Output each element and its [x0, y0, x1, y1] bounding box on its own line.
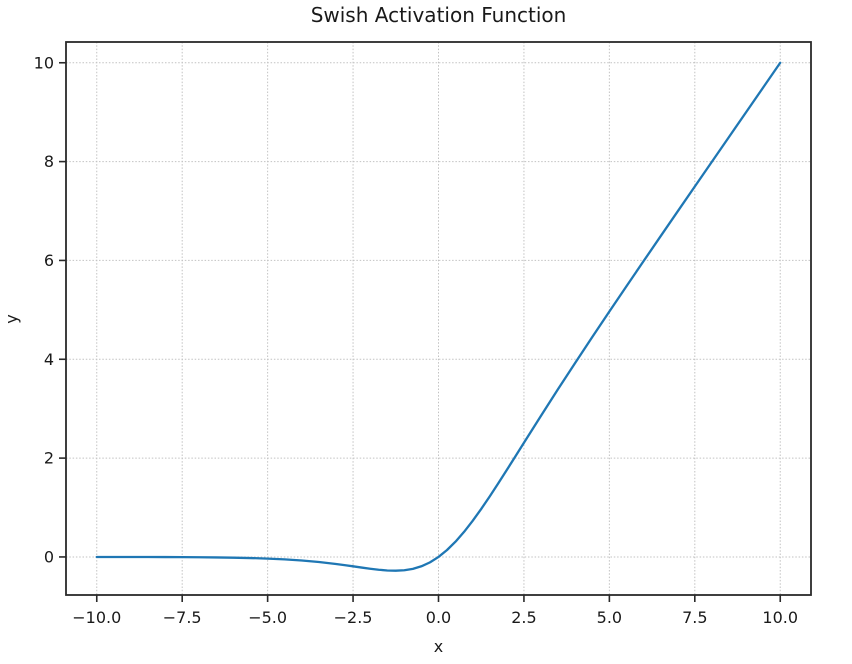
series-line-swish [95, 61, 782, 572]
y-tick-label: 4 [44, 350, 54, 369]
x-tick-label: 10.0 [762, 608, 798, 627]
y-axis-label: y [1, 314, 21, 324]
x-tick-label: −5.0 [248, 608, 287, 627]
y-tick-label: 2 [44, 449, 54, 468]
x-tick-label: −7.5 [163, 608, 202, 627]
x-tick-label: 2.5 [511, 608, 536, 627]
y-tick-label: 6 [44, 251, 54, 270]
axes-spines [65, 41, 812, 596]
x-tick-label: −10.0 [72, 608, 121, 627]
chart-title: Swish Activation Function [310, 3, 567, 27]
y-tick-label: 0 [44, 547, 54, 566]
x-tick-label: 0.0 [426, 608, 451, 627]
x-tick-label: 7.5 [682, 608, 707, 627]
x-tick-label: −2.5 [334, 608, 373, 627]
y-tick-label: 8 [44, 152, 54, 171]
x-tick-label: 5.0 [597, 608, 622, 627]
x-axis-label: x [433, 637, 444, 656]
y-tick-label: 10 [34, 53, 54, 72]
